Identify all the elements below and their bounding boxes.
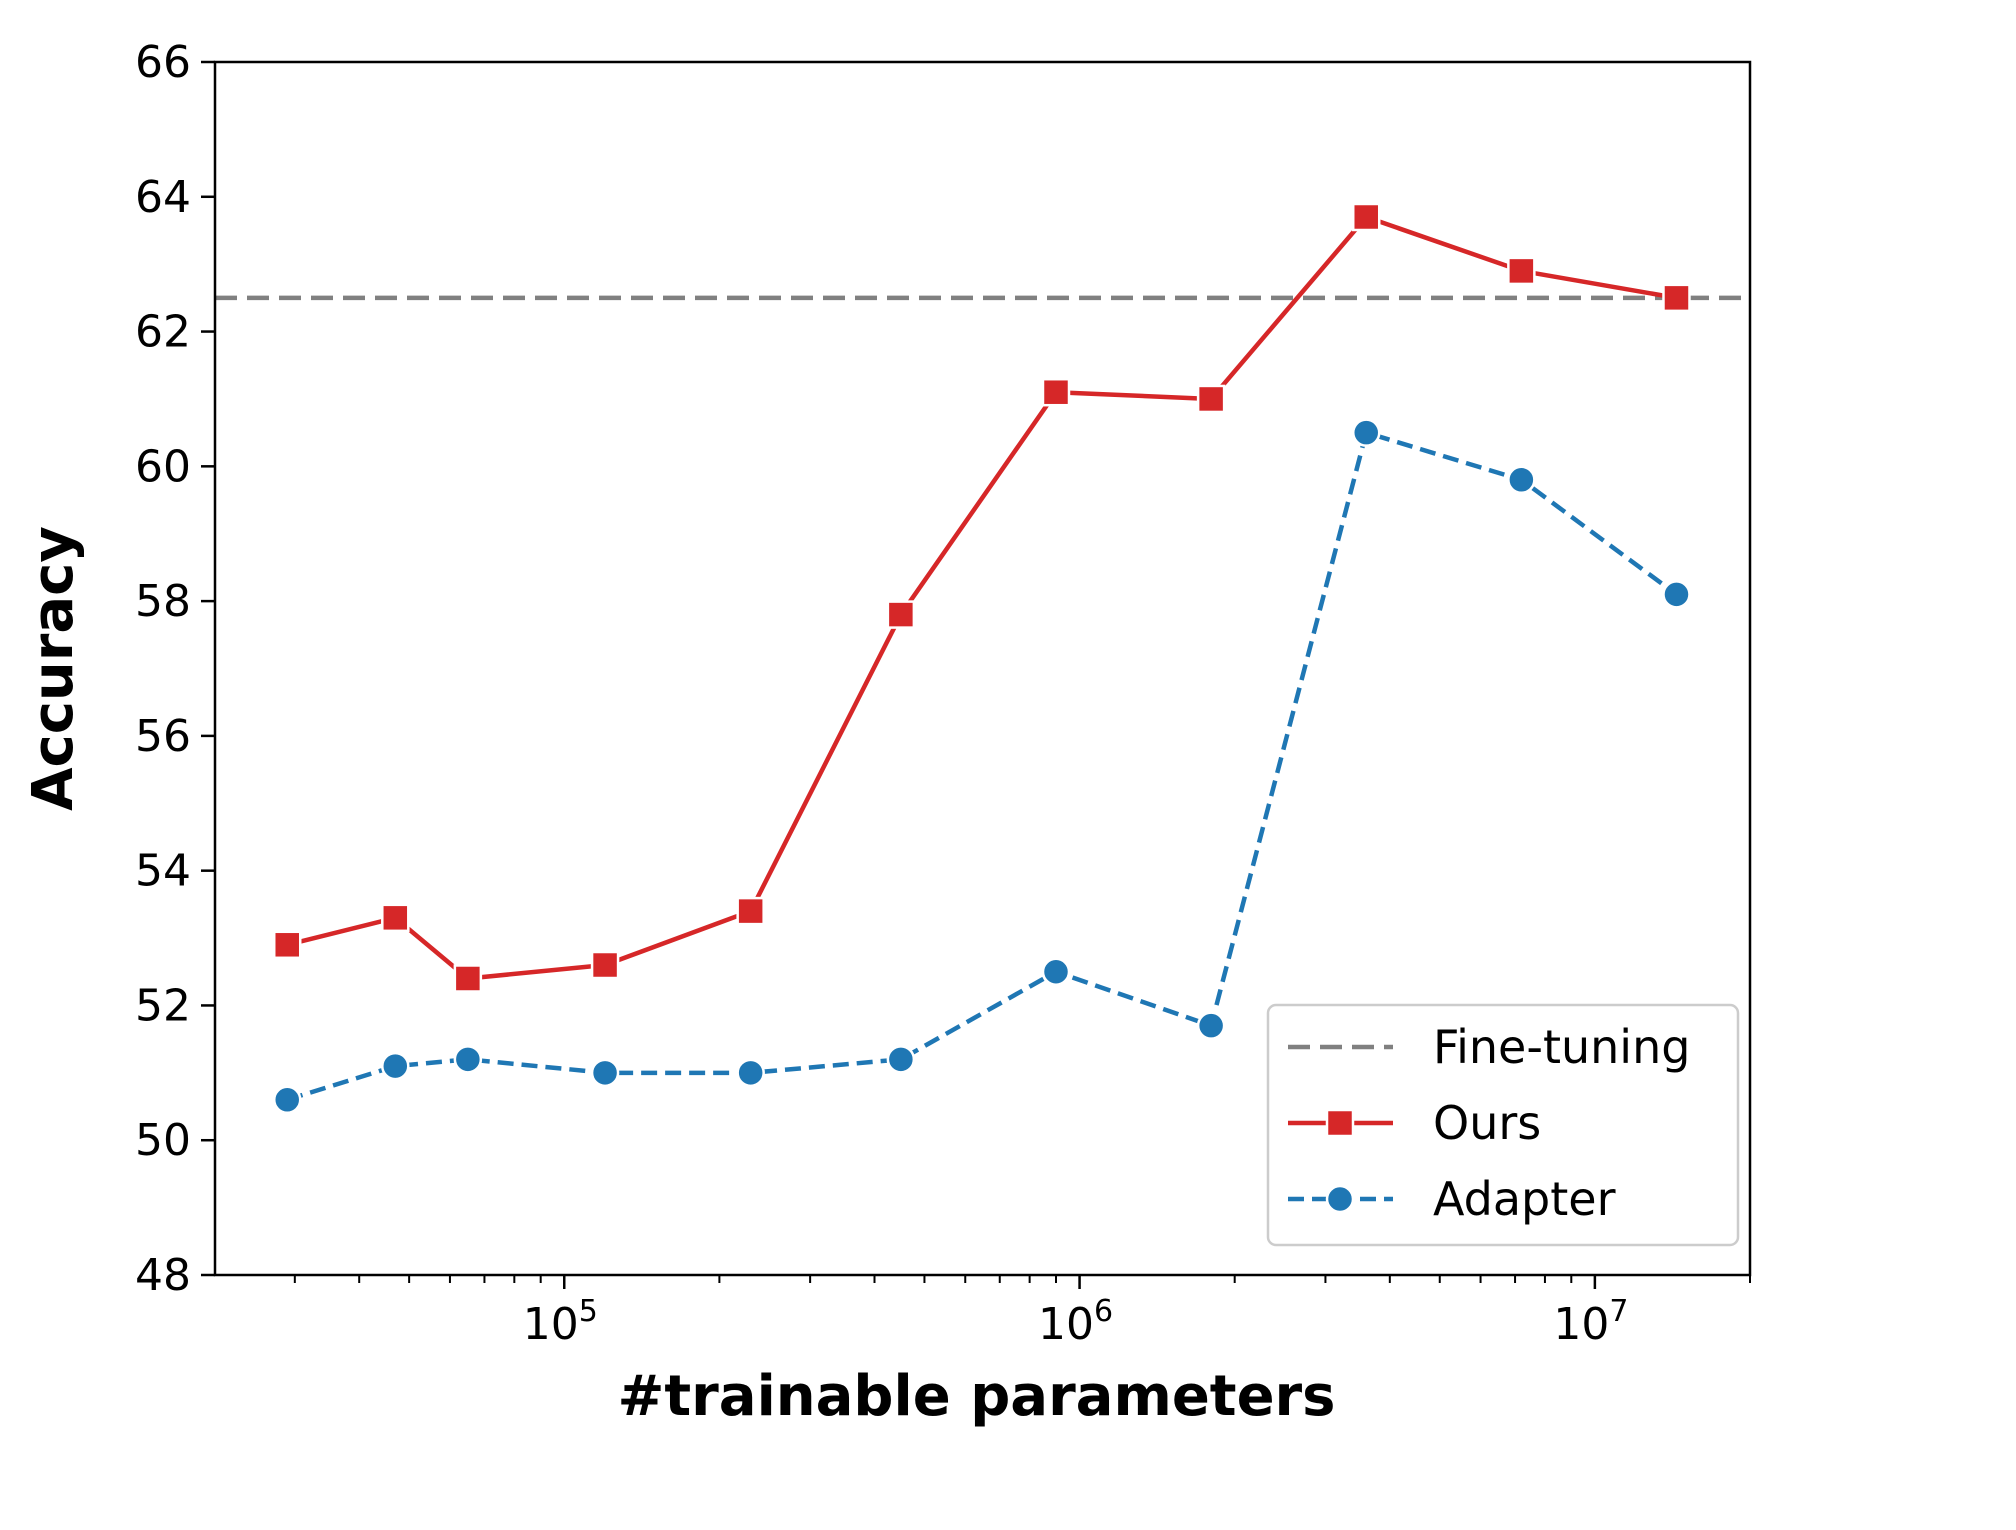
legend-marker-ours	[1325, 1108, 1355, 1138]
x-tick-exponent: 6	[1094, 1294, 1113, 1329]
y-tick-label: 52	[135, 980, 191, 1031]
adapter-point	[1662, 580, 1691, 609]
ours-point	[736, 896, 765, 926]
x-tick-exponent: 7	[1609, 1294, 1628, 1329]
y-tick-label: 60	[135, 441, 191, 492]
legend-label-adapter: Adapter	[1433, 1172, 1616, 1226]
ours-point	[1196, 384, 1226, 414]
x-axis-title: #trainable parameters	[617, 1364, 1335, 1429]
legend-label-ours: Ours	[1433, 1096, 1541, 1150]
adapter-point	[590, 1058, 620, 1088]
ours-point	[1041, 377, 1071, 407]
adapter-point	[1507, 465, 1536, 495]
legend-label-fine-tuning: Fine-tuning	[1433, 1020, 1690, 1074]
y-tick-label: 58	[135, 576, 191, 627]
ours-point	[886, 600, 916, 629]
axes-layer	[213, 60, 1752, 1277]
x-tick-exponent: 5	[579, 1294, 598, 1329]
y-tick-label: 48	[135, 1250, 191, 1301]
y-tick-label: 56	[135, 711, 191, 762]
ours-point	[381, 903, 410, 933]
y-tick-label: 62	[135, 307, 191, 358]
y-tick-label: 64	[135, 172, 191, 223]
ours-point	[590, 950, 620, 980]
legend-marker-adapter	[1325, 1184, 1355, 1214]
ours-point	[1662, 283, 1691, 313]
adapter-point	[453, 1045, 483, 1074]
legend: Fine-tuning Ours Adapter	[1266, 1003, 1740, 1247]
legend-box	[1266, 1003, 1740, 1247]
series-layer	[272, 202, 1691, 1115]
plot-frame	[213, 60, 1752, 1277]
y-tick-label: 50	[135, 1115, 191, 1166]
adapter-point	[1351, 418, 1381, 447]
ours-point	[1351, 202, 1381, 232]
ours-point	[453, 964, 483, 993]
ours-point	[272, 930, 302, 960]
y-axis-title: Accuracy	[21, 526, 86, 811]
adapter-point	[1041, 957, 1071, 986]
adapter-point	[272, 1085, 302, 1115]
y-tick-label: 66	[135, 37, 191, 88]
adapter-point	[886, 1045, 916, 1074]
adapter-point	[381, 1051, 410, 1081]
ours-point	[1507, 256, 1536, 286]
adapter-point	[736, 1058, 765, 1088]
adapter-point	[1196, 1011, 1226, 1040]
y-tick-label: 54	[135, 846, 191, 897]
